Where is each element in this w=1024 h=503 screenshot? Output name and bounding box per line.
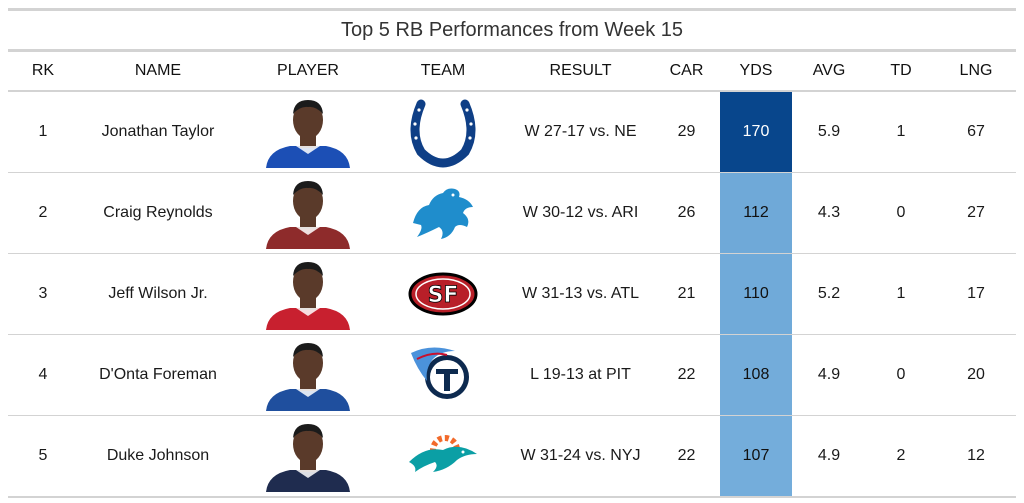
player-headshot-icon: [238, 96, 378, 168]
cell-car: 21: [653, 253, 720, 335]
cell-lng: 20: [936, 334, 1016, 416]
table-row: 1 Jonathan Taylor W 27-17 vs. NE 29 170 5.9 1 6…: [8, 91, 1016, 173]
table-row: 5 Duke Johnson W 31-24 vs. NYJ 22 107 4.9 2 12: [8, 415, 1016, 498]
cell-td: 1: [866, 253, 936, 335]
cell-name: Duke Johnson: [78, 415, 238, 498]
cell-lng: 12: [936, 415, 1016, 498]
cell-car: 22: [653, 334, 720, 416]
cell-player: [238, 253, 378, 335]
lions-logo-icon: [378, 177, 508, 249]
cell-car: 26: [653, 172, 720, 254]
49ers-sf-logo-icon: SF: [378, 258, 508, 330]
player-headshot-icon: [238, 258, 378, 330]
cell-team: [378, 334, 508, 416]
cell-result: L 19-13 at PIT: [508, 334, 653, 416]
cell-result: W 31-13 vs. ATL: [508, 253, 653, 335]
cell-lng: 67: [936, 91, 1016, 173]
table-body: 1 Jonathan Taylor W 27-17 vs. NE 29 170 5.9 1 6…: [8, 91, 1016, 498]
cell-name: Craig Reynolds: [78, 172, 238, 254]
cell-name: Jeff Wilson Jr.: [78, 253, 238, 335]
table-container: Top 5 RB Performances from Week 15 RK NA…: [8, 8, 1016, 498]
dolphins-logo-icon: [378, 420, 508, 492]
header-result: RESULT: [508, 52, 653, 92]
titans-logo-icon: [378, 339, 508, 411]
cell-avg: 4.3: [792, 172, 866, 254]
top-rule: [8, 8, 1016, 11]
cell-yds: 170: [720, 91, 792, 173]
cell-avg: 4.9: [792, 334, 866, 416]
header-player: PLAYER: [238, 52, 378, 92]
cell-player: [238, 172, 378, 254]
header-car: CAR: [653, 52, 720, 92]
cell-result: W 27-17 vs. NE: [508, 91, 653, 173]
cell-td: 1: [866, 91, 936, 173]
table-row: 3 Jeff Wilson Jr. SF W 31-13 vs. ATL 21 110 5.…: [8, 253, 1016, 335]
colts-horseshoe-logo-icon: [378, 96, 508, 168]
cell-car: 22: [653, 415, 720, 498]
table-row: 4 D'Onta Foreman L 19-13 at PIT 22 108 4.9 0 20: [8, 334, 1016, 416]
cell-team: [378, 172, 508, 254]
header-team: TEAM: [378, 52, 508, 92]
cell-rk: 5: [8, 415, 78, 498]
cell-td: 2: [866, 415, 936, 498]
header-lng: LNG: [936, 52, 1016, 92]
cell-team: [378, 91, 508, 173]
cell-td: 0: [866, 172, 936, 254]
cell-name: D'Onta Foreman: [78, 334, 238, 416]
cell-avg: 5.9: [792, 91, 866, 173]
cell-rk: 2: [8, 172, 78, 254]
svg-text:SF: SF: [428, 283, 459, 308]
header-row: RK NAME PLAYER TEAM RESULT CAR YDS AVG T…: [8, 52, 1016, 92]
cell-rk: 4: [8, 334, 78, 416]
rb-table: RK NAME PLAYER TEAM RESULT CAR YDS AVG T…: [8, 52, 1016, 498]
cell-yds: 107: [720, 415, 792, 498]
cell-player: [238, 91, 378, 173]
header-yds: YDS: [720, 52, 792, 92]
cell-team: [378, 415, 508, 498]
header-avg: AVG: [792, 52, 866, 92]
header-rk: RK: [8, 52, 78, 92]
cell-avg: 5.2: [792, 253, 866, 335]
title-rule: [8, 49, 1016, 52]
cell-lng: 27: [936, 172, 1016, 254]
cell-avg: 4.9: [792, 415, 866, 498]
cell-car: 29: [653, 91, 720, 173]
cell-player: [238, 415, 378, 498]
cell-rk: 3: [8, 253, 78, 335]
table-row: 2 Craig Reynolds W 30-12 vs. ARI 26 112 4.3 0 2…: [8, 172, 1016, 254]
cell-lng: 17: [936, 253, 1016, 335]
player-headshot-icon: [238, 177, 378, 249]
cell-yds: 110: [720, 253, 792, 335]
cell-name: Jonathan Taylor: [78, 91, 238, 173]
cell-team: SF: [378, 253, 508, 335]
player-headshot-icon: [238, 420, 378, 492]
cell-result: W 31-24 vs. NYJ: [508, 415, 653, 498]
header-name: NAME: [78, 52, 238, 92]
cell-result: W 30-12 vs. ARI: [508, 172, 653, 254]
header-td: TD: [866, 52, 936, 92]
cell-rk: 1: [8, 91, 78, 173]
player-headshot-icon: [238, 339, 378, 411]
cell-td: 0: [866, 334, 936, 416]
table-title: Top 5 RB Performances from Week 15: [341, 19, 683, 41]
cell-yds: 108: [720, 334, 792, 416]
cell-yds: 112: [720, 172, 792, 254]
cell-player: [238, 334, 378, 416]
